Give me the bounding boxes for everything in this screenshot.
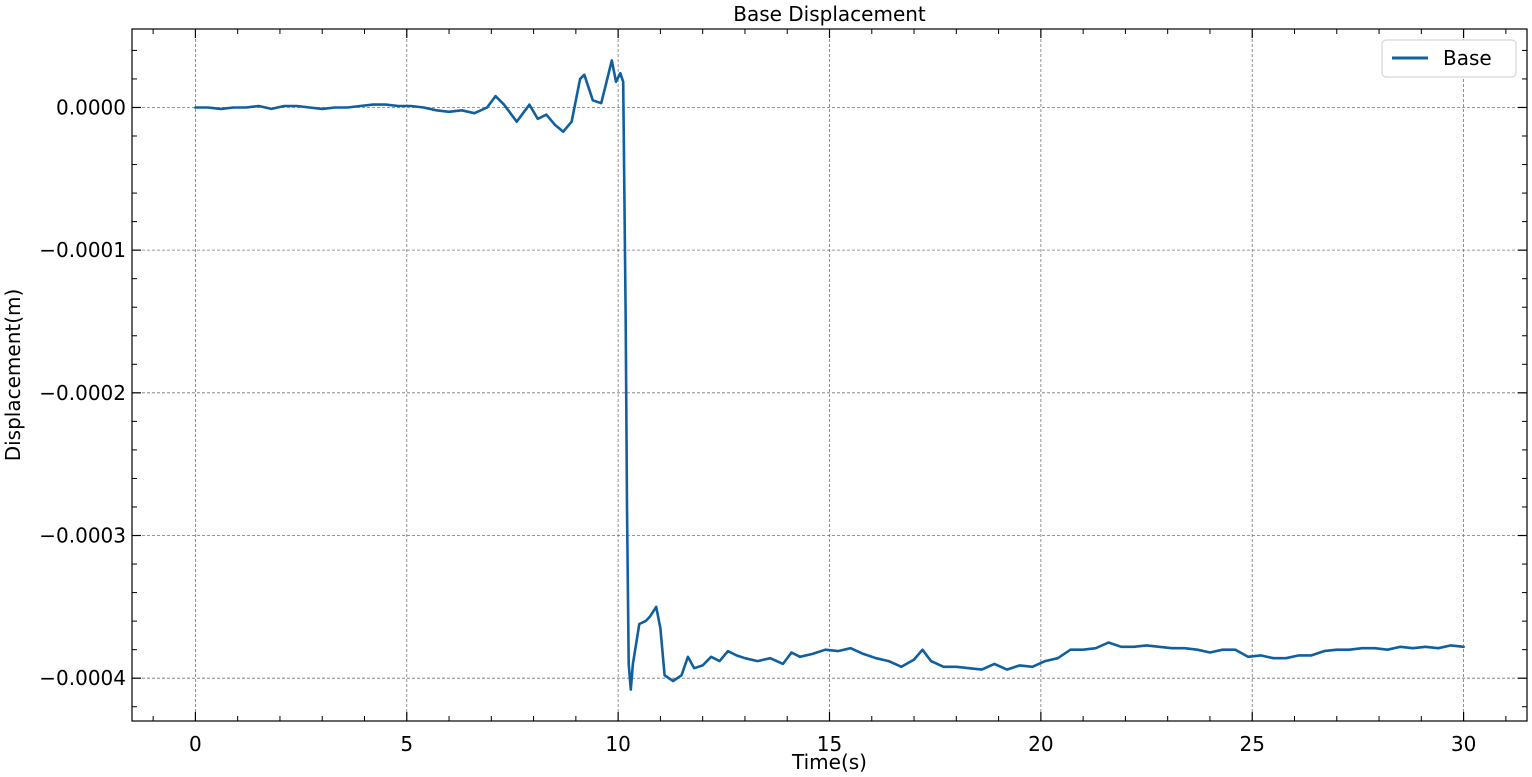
legend-box — [1381, 39, 1517, 78]
grid-lines — [132, 29, 1527, 721]
y-axis-label: Displacement(m) — [1, 289, 25, 462]
y-tick-label: 0.0000 — [56, 95, 126, 119]
tick-labels: 0 5 10 15 20 25 30 0.0000 −0.0001 −0.0002 −0.0003 −… — [39, 95, 1476, 756]
x-tick-label: 0 — [189, 732, 202, 756]
x-axis-label: Time(s) — [791, 750, 867, 774]
y-tick-label: −0.0003 — [39, 524, 126, 548]
legend-label-base: Base — [1443, 46, 1492, 70]
y-tick-label: −0.0001 — [39, 238, 126, 262]
x-tick-label: 5 — [400, 732, 413, 756]
plot-frame — [131, 28, 1528, 722]
x-tick-label: 30 — [1451, 732, 1476, 756]
axis-ticks — [132, 29, 1527, 721]
legend: Base — [1381, 39, 1517, 78]
x-tick-label: 25 — [1240, 732, 1265, 756]
y-tick-label: −0.0002 — [39, 381, 126, 405]
x-tick-label: 15 — [817, 732, 842, 756]
series-layer — [194, 59, 1465, 691]
x-tick-label: 20 — [1028, 732, 1053, 756]
y-tick-label: −0.0004 — [39, 666, 126, 690]
series-line-base — [194, 59, 1465, 691]
x-tick-label: 10 — [605, 732, 630, 756]
chart-title: Base Displacement — [733, 2, 926, 26]
